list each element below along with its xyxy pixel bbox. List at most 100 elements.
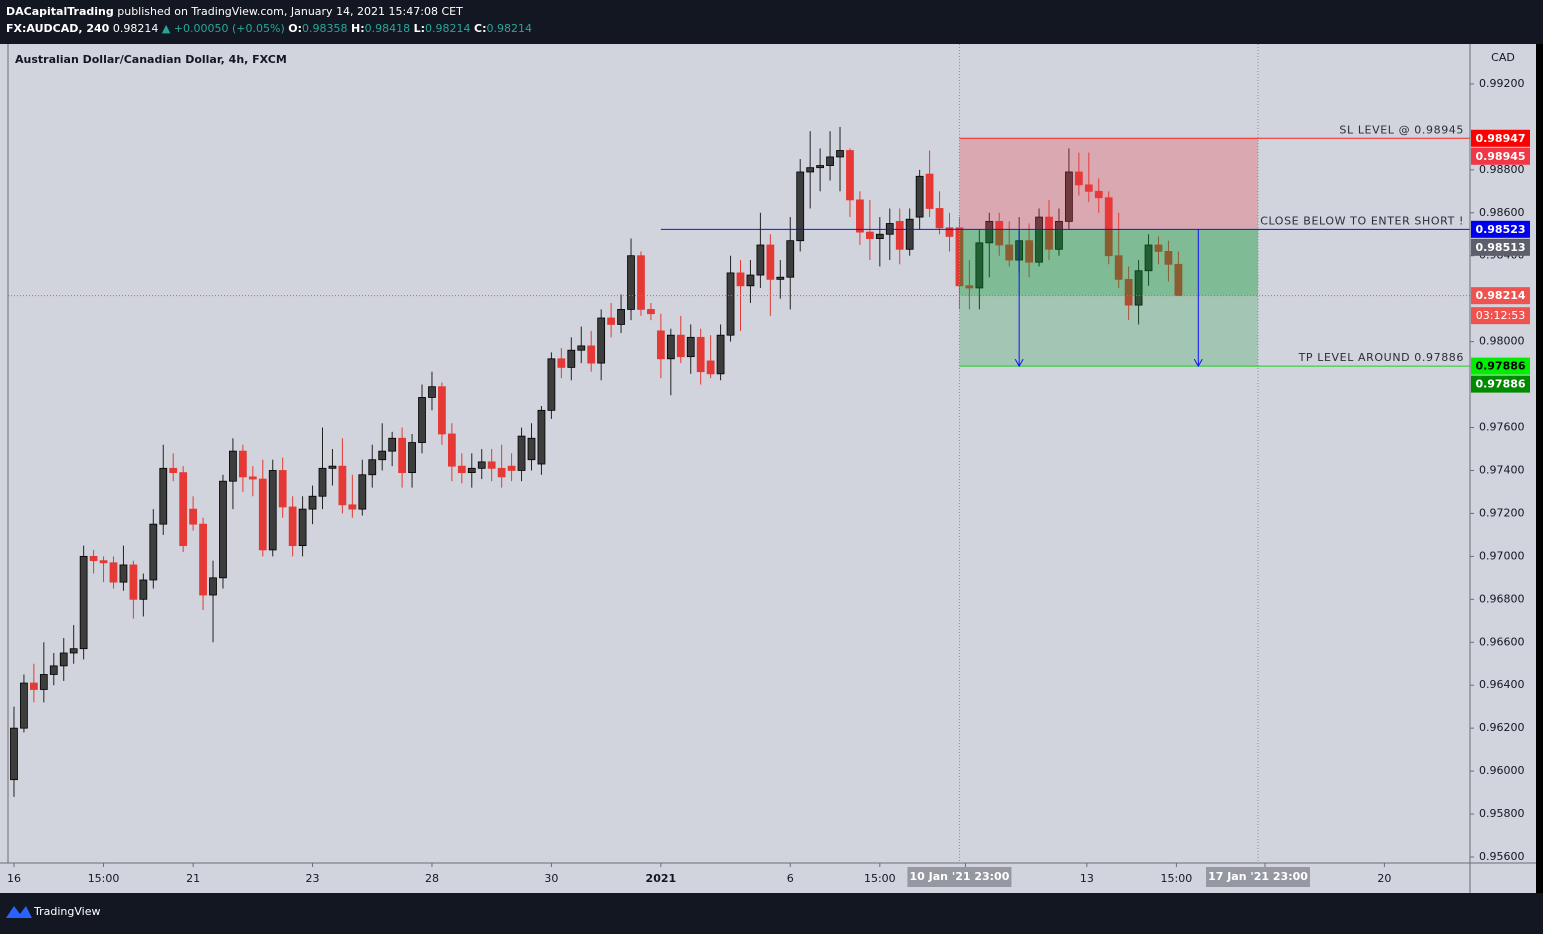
candle-body: [736, 272, 745, 287]
header-line-2: FX:AUDCAD, 240 0.98214 ▲ +0.00050 (+0.05…: [6, 22, 532, 35]
x-tick-label: 15:00: [864, 872, 896, 885]
x-tick-label: 2021: [646, 872, 677, 885]
candle-body: [846, 150, 854, 201]
y-tick-label: 0.98000: [1479, 335, 1525, 348]
candle-body: [89, 555, 98, 562]
candle-body: [517, 435, 526, 471]
candle-body: [895, 220, 904, 250]
y-tick-label: 0.99200: [1479, 77, 1525, 90]
header-bg: [0, 0, 1543, 44]
arrow-head: [1193, 358, 1203, 368]
candle-body: [627, 255, 635, 310]
candle-body: [99, 560, 108, 564]
candle-body: [666, 334, 675, 360]
price-tag-label: 0.97886: [1475, 360, 1525, 373]
x-tick-label: 15:00: [88, 872, 120, 885]
candle-body: [129, 564, 138, 600]
candle-body: [69, 648, 78, 654]
candle-body: [1094, 190, 1103, 199]
y-tick-label: 0.97600: [1479, 421, 1525, 434]
ohlc-key: O:: [288, 22, 302, 35]
candle-body: [756, 244, 765, 276]
candle-body: [686, 336, 695, 358]
level-annotation: TP LEVEL AROUND 0.97886: [1298, 351, 1464, 364]
ohlc-value: 0.98418: [365, 22, 411, 35]
candle-body: [388, 437, 397, 452]
candle-body: [378, 450, 387, 461]
candle-body: [1055, 220, 1063, 250]
candle-body: [149, 523, 158, 581]
x-tick-label: 28: [425, 872, 439, 885]
candle-body: [238, 450, 247, 478]
ohlc-key: C:: [474, 22, 486, 35]
x-tick-label: 30: [544, 872, 558, 885]
x-tick-label: 15:00: [1161, 872, 1193, 885]
candle-body: [806, 167, 815, 173]
candle-body: [945, 227, 954, 237]
candle-body: [428, 386, 436, 398]
marker-label: 17 Jan '21 23:00: [1208, 870, 1308, 883]
candle-body: [39, 674, 48, 690]
candle-body: [278, 470, 287, 508]
candle-body: [408, 442, 416, 474]
profit-zone: [959, 229, 1259, 296]
candle-body: [308, 495, 317, 510]
countdown-label: 03:12:53: [1476, 309, 1525, 322]
footer-brand: TradingView: [33, 905, 100, 918]
price-tag-label: 0.98513: [1475, 241, 1525, 254]
candle-body: [447, 433, 456, 467]
y-tick-label: 0.96400: [1479, 678, 1525, 691]
candle-body: [1104, 197, 1113, 257]
candle-body: [119, 564, 128, 583]
candle-body: [467, 467, 476, 474]
candle-body: [925, 173, 934, 209]
candle-body: [1074, 171, 1083, 186]
price-tag: [1471, 287, 1530, 305]
candle-body: [368, 459, 377, 476]
candle-body: [856, 199, 864, 233]
price-tag: [1471, 375, 1530, 393]
candle-body: [1144, 244, 1153, 272]
candle-body: [637, 255, 645, 310]
candle-body: [298, 508, 307, 547]
candle-body: [1114, 255, 1123, 280]
ohlc-value: 0.98358: [302, 22, 348, 35]
candle-body: [776, 276, 785, 280]
ohlc-key: H:: [351, 22, 365, 35]
countdown-tag: [1471, 307, 1530, 325]
symbol: FX:AUDCAD, 240: [6, 22, 110, 35]
x-tick-label: 16: [7, 872, 21, 885]
candle-body: [507, 465, 516, 471]
footer-logo: [6, 906, 32, 918]
price-tag: [1471, 220, 1530, 238]
plot: [8, 44, 1470, 863]
candle-body: [1005, 244, 1014, 261]
author: DACapitalTrading: [6, 5, 114, 18]
candle-body: [696, 336, 705, 373]
price-tag-label: 0.98214: [1475, 289, 1525, 302]
candle-body: [199, 523, 207, 596]
x-tick-label: 20: [1377, 872, 1391, 885]
frame: [1536, 44, 1543, 893]
y-tick-label: 0.98600: [1479, 206, 1525, 219]
candle-body: [1045, 216, 1053, 250]
candle-body: [547, 358, 556, 411]
candle-body: [288, 506, 297, 547]
candle-body: [169, 467, 178, 474]
candle-body: [10, 727, 18, 781]
candle-body: [597, 317, 606, 364]
chart-title: Australian Dollar/Canadian Dollar, 4h, F…: [15, 53, 287, 66]
candle-body: [537, 409, 546, 465]
candle-body: [79, 555, 88, 650]
y-tick-label: 0.97000: [1479, 549, 1525, 562]
candle-body: [965, 285, 974, 289]
candle-body: [607, 317, 615, 325]
candle-body: [995, 220, 1004, 246]
candle-body: [159, 467, 168, 525]
candle-body: [836, 150, 844, 158]
y-tick-label: 0.96800: [1479, 592, 1525, 605]
candle-body: [935, 208, 944, 229]
candle-body: [716, 334, 725, 375]
candle-body: [567, 349, 576, 368]
candle-body: [1065, 171, 1073, 222]
